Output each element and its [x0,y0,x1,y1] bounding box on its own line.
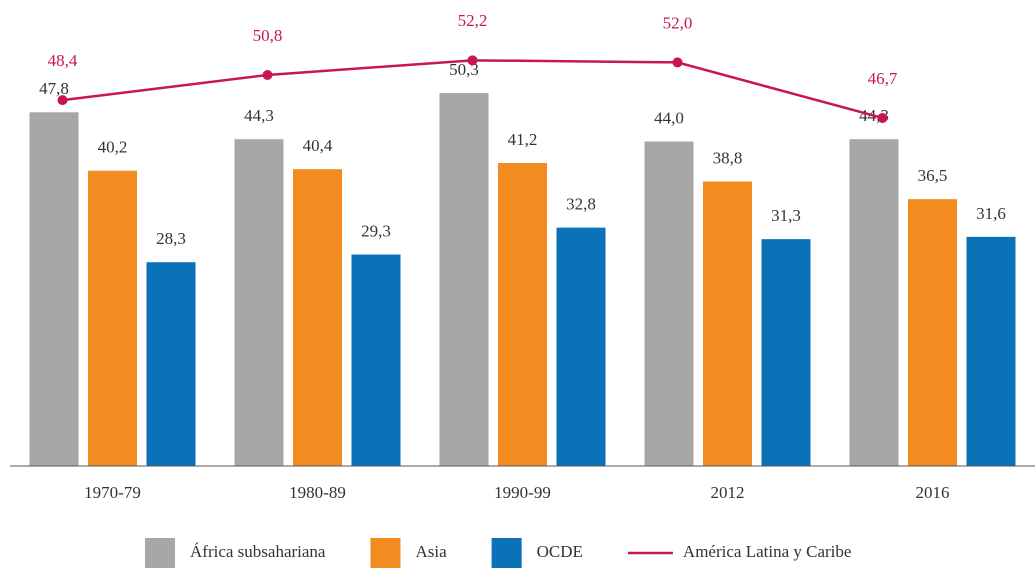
line-point [262,69,273,80]
line-point [57,95,68,106]
bar [703,181,752,467]
x-tick-label: 1980-89 [289,483,346,502]
legend-swatch [491,538,522,568]
bar-value-label: 31,3 [771,206,801,225]
line-value-label: 52,0 [663,13,693,32]
legend-label: OCDE [537,542,583,561]
bar-value-label: 44,3 [244,106,274,125]
bar-value-label: 32,8 [566,195,596,214]
bar [88,170,137,466]
bar-value-label: 40,4 [303,136,333,155]
bar-value-label: 47,8 [39,79,69,98]
bar-value-label: 44,0 [654,108,684,127]
bar-value-label: 41,2 [508,130,538,149]
bar [644,141,694,467]
legend-label: América Latina y Caribe [683,542,852,561]
line-value-label: 48,4 [48,51,78,70]
line-point [467,55,478,66]
bar [908,199,957,467]
bar [849,139,899,466]
bar-value-label: 29,3 [361,221,391,240]
bar-value-label: 40,2 [98,138,128,157]
legend-swatch [370,538,401,568]
legend-swatch [145,538,175,568]
bar [556,227,606,466]
line-value-label: 52,2 [458,11,488,30]
x-tick-label: 2012 [711,483,745,502]
line-point [672,57,683,68]
bar-value-label: 36,5 [918,166,948,185]
bar-value-label: 38,8 [713,148,743,167]
bar-value-label: 28,3 [156,229,186,248]
legend-label: África subsahariana [190,542,326,561]
bar [966,236,1016,466]
bar [351,254,401,466]
bar [761,239,811,466]
bar [146,262,196,466]
x-tick-label: 1970-79 [84,483,141,502]
x-tick-label: 1990-99 [494,483,551,502]
bar [498,163,547,466]
bar [234,139,284,466]
line-point [877,112,888,123]
x-tick-label: 2016 [916,483,950,502]
bar [29,112,79,466]
line-value-label: 46,7 [868,69,898,88]
bar-value-label: 31,6 [976,204,1006,223]
bar [293,169,342,466]
legend-label: Asia [415,542,447,561]
line-value-label: 50,8 [253,26,283,45]
bar [439,93,489,467]
